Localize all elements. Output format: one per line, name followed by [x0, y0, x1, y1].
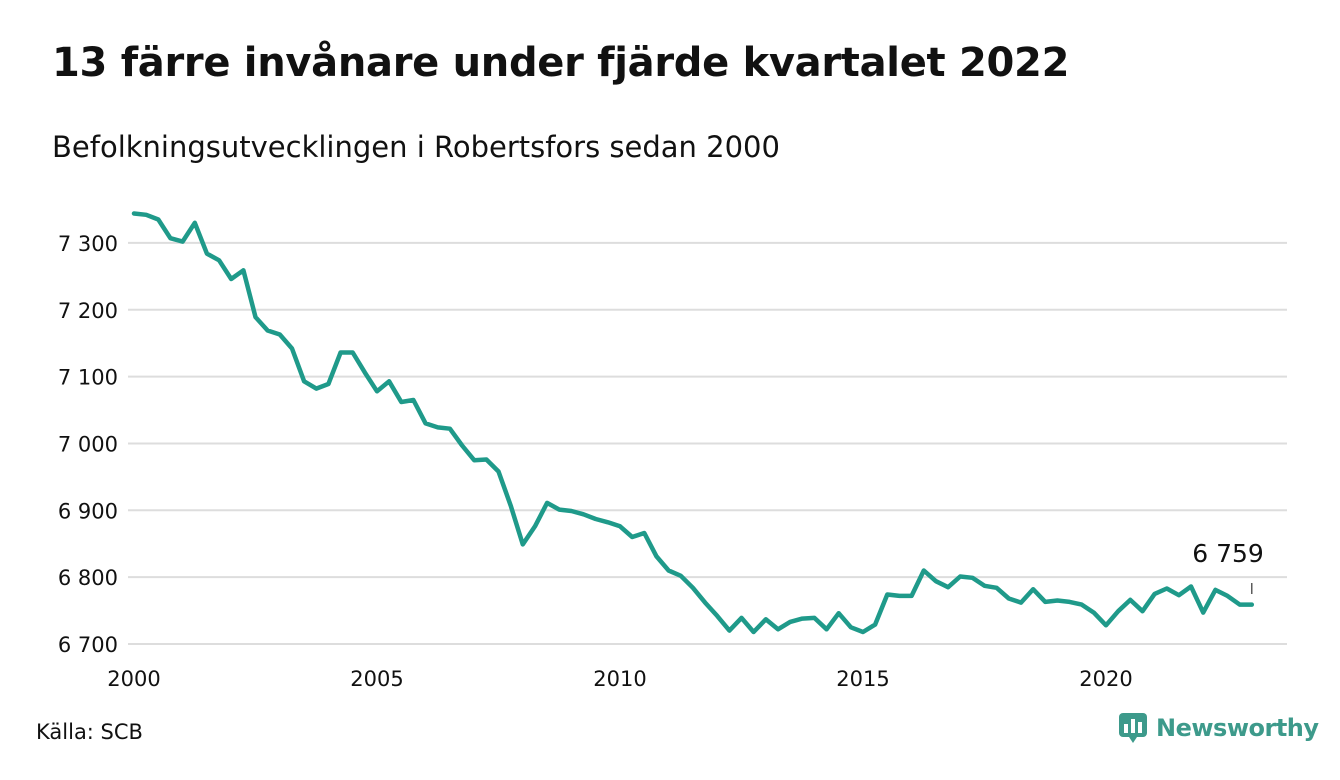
source-note: Källa: SCB	[36, 720, 143, 744]
y-tick-label: 6 800	[58, 566, 118, 590]
brand-logo[interactable]: Newsworthy	[1118, 712, 1319, 744]
last-value-label: 6 759	[1192, 539, 1264, 568]
y-tick-label: 7 200	[58, 299, 118, 323]
chart-title: 13 färre invånare under fjärde kvartalet…	[52, 40, 1070, 86]
x-axis-ticks: 2000 2005 2010 2015 2020	[107, 667, 1132, 691]
annotation-layer: 6 759	[1192, 539, 1264, 594]
series-layer	[131, 211, 1255, 635]
newsworthy-logo-icon	[1119, 713, 1147, 743]
y-tick-label: 7 100	[58, 366, 118, 390]
y-axis-ticks: 6 700 6 800 6 900 7 000 7 100 7 200 7 300	[58, 232, 118, 657]
chart-subtitle: Befolkningsutvecklingen i Robertsfors se…	[52, 130, 780, 164]
brand-name: Newsworthy	[1156, 714, 1319, 742]
x-tick-label: 2010	[593, 667, 646, 691]
x-tick-label: 2020	[1079, 667, 1132, 691]
x-tick-label: 2000	[107, 667, 160, 691]
series-line-population	[131, 211, 1255, 635]
y-tick-label: 7 000	[58, 432, 118, 456]
x-tick-label: 2005	[350, 667, 403, 691]
y-tick-label: 6 700	[58, 633, 118, 657]
x-tick-label: 2015	[836, 667, 889, 691]
y-tick-label: 6 900	[58, 499, 118, 523]
y-tick-label: 7 300	[58, 232, 118, 256]
line-chart: 6 700 6 800 6 900 7 000 7 100 7 200 7 300 2000…	[58, 211, 1287, 691]
gridlines	[128, 241, 1287, 645]
